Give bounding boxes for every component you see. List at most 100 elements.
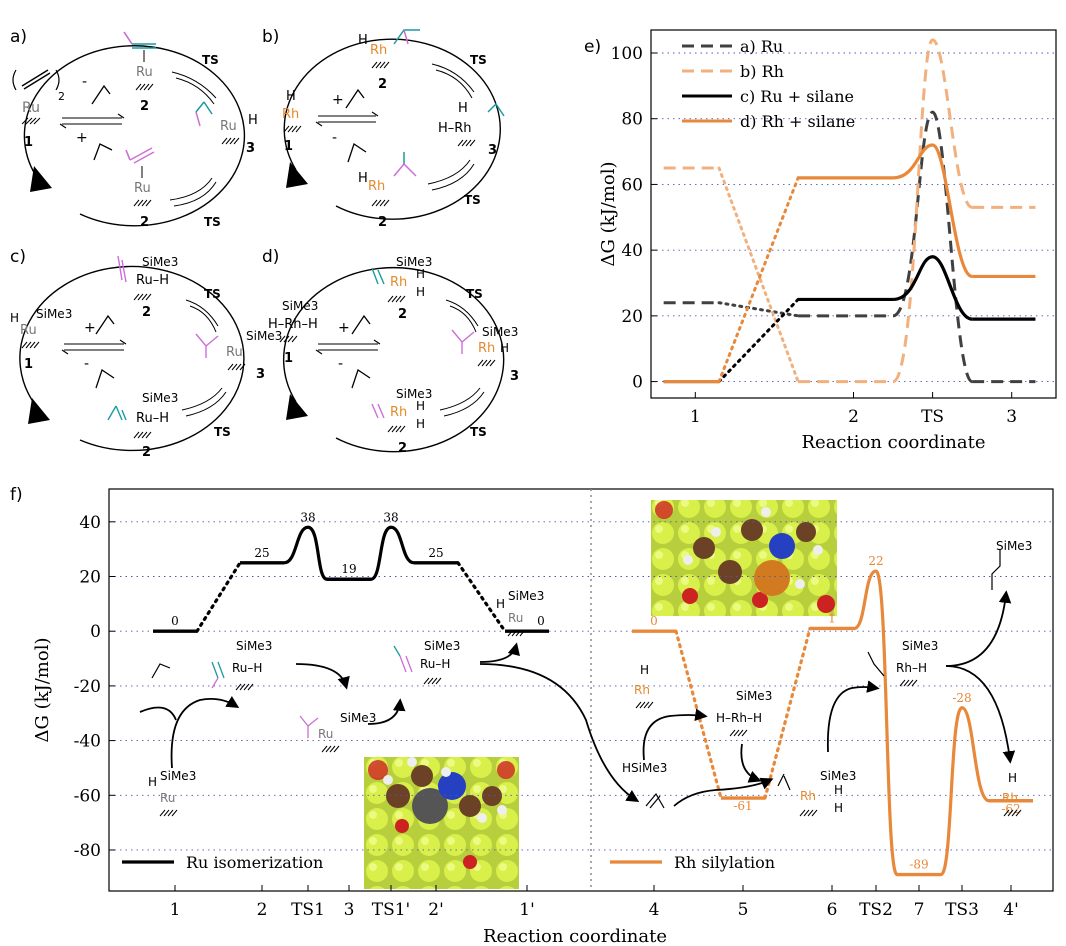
panel-d-alkyl-3 <box>451 329 475 354</box>
panel-b-h-2b: H <box>358 171 368 186</box>
panel-c-ruh-2: Ru–H <box>136 273 169 288</box>
panel-a-cycle-ring <box>23 45 246 227</box>
panel-d-eq-arrows <box>315 339 381 355</box>
panel-a-num-2b: 2 <box>140 215 149 230</box>
chart-e-xtick-label: TS <box>921 407 944 427</box>
panel-d-ligand-2b <box>387 425 406 433</box>
chart-f-xtick-label: 2 <box>257 900 268 920</box>
chart-f-legend-label: Rh silylation <box>674 853 775 872</box>
chart-e-ytick-label: 20 <box>621 307 643 327</box>
panel-a-ligand-top <box>135 83 154 91</box>
f-ruh-2p: Ru–H <box>420 657 450 671</box>
panel-b-ts-top-arrow <box>431 63 475 99</box>
panel-d-num-2b: 2 <box>398 441 407 456</box>
panel-a-cat1-sub: 2 <box>58 90 65 103</box>
chart-e-ytick-label: 0 <box>632 373 643 393</box>
panel-a-cat1-metal: Ru <box>22 100 40 116</box>
panel-a-alkene-teal <box>132 43 156 49</box>
f-arrow-1-2 <box>170 695 240 769</box>
chart-f-ytick-label: -60 <box>74 786 101 806</box>
chart-e-legend-label: d) Rh + silane <box>740 112 855 131</box>
chart-f-level-label: -89 <box>909 858 928 872</box>
panel-c-num-1: 1 <box>24 357 33 372</box>
surface-model-rh <box>651 500 837 616</box>
panel-d-sime3-1: SiMe3 <box>282 299 318 313</box>
f-product-chain <box>991 550 1001 590</box>
panel-b-ligand-1 <box>283 125 302 133</box>
chart-f-ts-curve <box>939 706 964 877</box>
panel-d-sime3-2b: SiMe3 <box>396 387 432 401</box>
panel-a-letter: a) <box>10 27 27 47</box>
f-alkene-6 <box>777 773 791 791</box>
f-ligand-5 <box>729 729 748 737</box>
panel-d-sime3-2: SiMe3 <box>396 255 432 269</box>
panel-c-cycle-arrowhead <box>28 398 50 424</box>
panel-c-num-3: 3 <box>256 367 265 382</box>
panel-a-propene-top <box>91 84 111 105</box>
panel-a-alkene-magenta <box>123 31 133 45</box>
panel-e-letter: e) <box>584 37 601 57</box>
panel-d-ligand-2 <box>387 295 406 303</box>
panel-e: e) 0 20 40 60 80 100 1 2 TS 3 Reaction coordinate Δ… <box>584 29 1057 453</box>
f-h-4p: H <box>1008 771 1017 785</box>
chart-f-level-label: 0 <box>537 614 545 628</box>
chart-f-level-label: 38 <box>383 510 398 524</box>
panel-c-h-1: H <box>10 311 19 325</box>
panel-c-ligand-2 <box>133 293 152 301</box>
chart-f-xtick-label: 3 <box>344 900 355 920</box>
panel-d-minus: - <box>338 356 343 372</box>
chart-f-ytick-label: -20 <box>74 677 101 697</box>
chart-f-connector <box>763 626 812 800</box>
chart-e-xtick-label: 2 <box>848 407 859 427</box>
panel-c-ts-top-arrow <box>185 299 219 333</box>
chart-f-ts-curve <box>307 525 328 581</box>
chart-f-level-label: 25 <box>254 546 269 560</box>
chart-f-level-label: 19 <box>341 562 356 576</box>
panel-b: b) H Rh 1 + - H Rh 2 TS H H–Rh 3 H Rh 2 … <box>262 27 505 230</box>
panel-c-sime3-1: SiMe3 <box>36 307 72 321</box>
panel-d-rh-2b: Rh <box>390 405 407 420</box>
f-sime3-5: SiMe3 <box>736 689 772 703</box>
f-ligand-2 <box>235 683 254 691</box>
f-arrow-3-2p <box>367 698 406 725</box>
panel-b-cycle-ring <box>283 38 501 220</box>
panel-c-ts-bottom: TS <box>214 425 231 439</box>
panel-d-h-2a: H <box>416 267 425 281</box>
chart-f-ytick-label: -40 <box>74 732 101 752</box>
panel-a-cat1-ligand <box>21 117 41 125</box>
chart-e-series-ts <box>892 38 973 384</box>
f-arrow-2p-1p <box>479 642 520 663</box>
f-alkyl-7 <box>867 651 885 677</box>
panel-c-minus: - <box>84 356 89 372</box>
panel-b-rh-2b: Rh <box>368 179 385 194</box>
panel-c-num-2b: 2 <box>142 445 151 460</box>
panel-d: d) SiMe3 H–Rh–H 1 + - SiMe3 Rh H H 2 TS … <box>262 247 519 456</box>
f-rhh-7: Rh–H <box>896 661 927 675</box>
f-ru-1p: Ru <box>508 611 523 625</box>
panel-c-ts-bottom-arrow <box>181 387 227 417</box>
panel-a-ethene-2 <box>23 72 51 90</box>
f-sime3-7: SiMe3 <box>902 639 938 653</box>
chart-f-level-label: 25 <box>428 546 443 560</box>
panel-b-plus: + <box>332 92 344 108</box>
chart-e-ytick-label: 100 <box>611 44 643 64</box>
panel-b-alkene-2-mag <box>403 29 409 45</box>
panel-b-letter: b) <box>262 27 279 47</box>
chart-f-ts-curve <box>370 525 392 581</box>
chart-f-ytick-label: 40 <box>79 513 101 533</box>
f-sime3-2p: SiMe3 <box>424 639 460 653</box>
f-sime3-product: SiMe3 <box>996 539 1032 553</box>
panel-b-ts-top: TS <box>470 53 487 67</box>
chart-f-level-label: -61 <box>733 799 752 813</box>
f-arrow-4-5 <box>642 708 708 761</box>
panel-a-ru-3: Ru <box>220 119 237 134</box>
panel-a-ts-bottom: TS <box>204 215 221 229</box>
panel-a-num-2a: 2 <box>140 99 149 114</box>
panel-a-propene-bot <box>93 143 113 161</box>
panel-d-ts-top: TS <box>466 287 483 301</box>
chart-f-xtick-label: TS2 <box>859 900 893 920</box>
chart-e-frame <box>650 29 1057 399</box>
chart-f-xtick-label: 6 <box>827 900 838 920</box>
panel-c-eq-arrows <box>61 339 127 355</box>
panel-d-cycle-arrowhead <box>286 394 308 420</box>
